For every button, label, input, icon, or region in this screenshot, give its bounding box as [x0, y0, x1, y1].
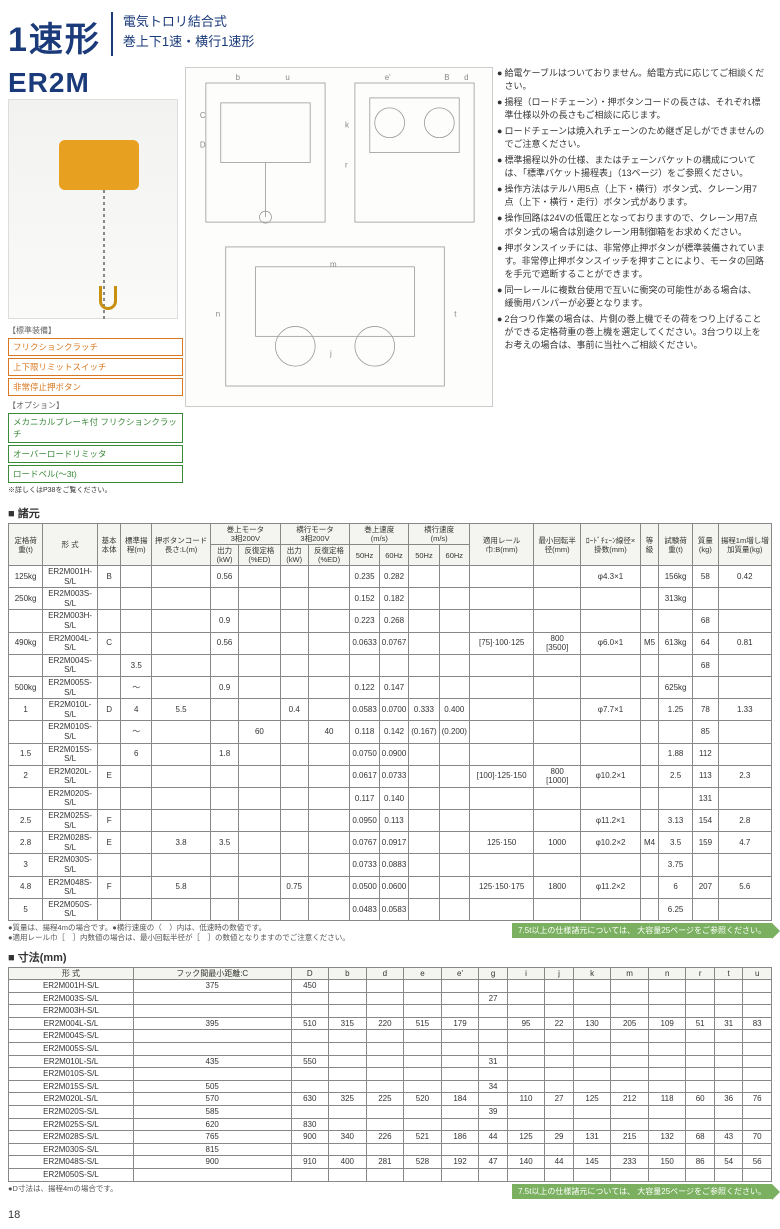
notes-list: ●給電ケーブルはついておりません。給電方式に応じてご相談ください。 ●揚程（ロード… — [497, 67, 765, 499]
svg-text:d: d — [464, 73, 468, 82]
spec-table: 定格荷重(t)形 式基本本体標準揚程(m)押ボタンコード長さ:L(m)巻上モータ… — [8, 523, 772, 921]
svg-text:j: j — [329, 349, 332, 358]
note-item: ●同一レールに複数台使用で互いに衝突の可能性がある場合は、緩衝用バンパーが必要と… — [497, 284, 765, 310]
note-item: ●操作回路は24Vの低電圧となっておりますので、クレーン用7点ボタン式の場合は別… — [497, 212, 765, 238]
svg-text:e': e' — [385, 73, 391, 82]
svg-text:C: C — [200, 111, 206, 120]
svg-text:D: D — [200, 141, 206, 150]
callout-badge: 7.5t以上の仕様諸元については、 大容量25ページをご参照ください。 — [512, 923, 772, 938]
note-item: ●標準揚程以外の仕様、またはチェーンバケットの構成については、「標準バケット揚程… — [497, 154, 765, 180]
product-photo — [8, 99, 178, 319]
spec-footnote: ●質量は、揚程4mの場合です。●横行速度の（ ）内は、低速時の数値です。 ●適用… — [8, 923, 350, 943]
title-divider — [111, 12, 113, 56]
note-item: ●2台つり作業の場合は、片側の巻上機でその荷をつり上げることができる定格荷重の巻… — [497, 313, 765, 352]
svg-text:t: t — [454, 309, 457, 318]
svg-text:n: n — [216, 309, 220, 318]
dimension-table: 形 式フック間最小距離:CDbdee'gijkmnrtu ER2M001H-S/… — [8, 967, 772, 1182]
dim-section-title: ■ 寸法(mm) — [8, 949, 772, 965]
svg-text:b: b — [236, 73, 241, 82]
note-item: ●揚程（ロードチェーン）・押ボタンコードの長さは、それぞれ標準仕様以外の長さもご… — [497, 96, 765, 122]
svg-text:u: u — [285, 73, 289, 82]
spec-section-title: ■ 諸元 — [8, 505, 772, 521]
title: 1速形 — [8, 12, 101, 61]
note-item: ●操作方法はテルハ用5点（上下・横行）ボタン式、クレーン用7点（上下・横行・走行… — [497, 183, 765, 209]
note-item: ●ロードチェーンは焼入れチェーンのため継ぎ足しができませんのでご注意ください。 — [497, 125, 765, 151]
spec-badges: 【標準装備】 フリクションクラッチ 上下限リミットスイッチ 非常停止押ボタン 【… — [8, 325, 183, 495]
svg-text:B: B — [444, 73, 449, 82]
svg-text:k: k — [345, 121, 349, 130]
model-name: ER2M — [8, 67, 183, 99]
svg-text:m: m — [330, 260, 337, 269]
note-item: ●押ボタンスイッチには、非常停止押ボタンが標準装備されています。非常停止押ボタン… — [497, 242, 765, 281]
dimension-diagram: b u e' Bd D C k r m j n t — [185, 67, 493, 407]
page-header: 1速形 電気トロリ結合式 巻上下1速・横行1速形 — [8, 12, 772, 61]
svg-text:r: r — [345, 160, 348, 169]
page-number: 18 — [8, 1209, 772, 1221]
callout-badge-2: 7.5t以上の仕様諸元については、 大容量25ページをご参照ください。 — [512, 1184, 772, 1199]
subtitle: 電気トロリ結合式 巻上下1速・横行1速形 — [123, 12, 254, 51]
dim-footnote: ●D寸法は、揚程4mの場合です。 — [8, 1184, 118, 1194]
note-item: ●給電ケーブルはついておりません。給電方式に応じてご相談ください。 — [497, 67, 765, 93]
